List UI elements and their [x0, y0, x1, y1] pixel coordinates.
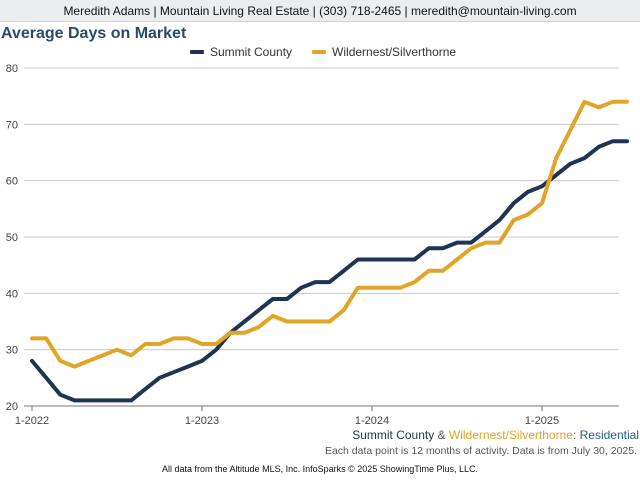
data-note: Each data point is 12 months of activity… — [324, 445, 637, 457]
caption-wildernest: Wildernest/Silverthorne — [448, 428, 573, 442]
chart-title: Average Days on Market — [1, 25, 187, 42]
y-tick-label: 50 — [6, 232, 18, 244]
legend-item-wildernest: Wildernest/Silverthorne — [312, 45, 456, 59]
y-tick-label: 40 — [6, 288, 18, 300]
legend-item-summit: Summit County — [190, 45, 292, 59]
footer-credit: All data from the Altitude MLS, Inc. Inf… — [162, 464, 478, 474]
caption-amp: & — [434, 428, 449, 442]
caption-colon: : — [572, 428, 580, 442]
y-tick-label: 30 — [6, 345, 18, 357]
legend-swatch-wildernest — [312, 50, 327, 54]
legend-label-wildernest: Wildernest/Silverthorne — [332, 45, 457, 59]
series-line-wildernest — [30, 99, 629, 369]
caption-residential: Residential — [579, 428, 639, 442]
x-tick-label: 1-2025 — [525, 415, 559, 427]
legend-label-summit: Summit County — [210, 45, 293, 59]
chart-caption: Summit County & Wildernest/Silverthorne:… — [352, 428, 639, 442]
x-tick-label: 1-2024 — [355, 415, 389, 427]
x-tick-label: 1-2023 — [185, 415, 219, 427]
y-tick-label: 80 — [6, 63, 18, 75]
x-tick-label: 1-2022 — [15, 415, 49, 427]
contact-text: Meredith Adams | Mountain Living Real Es… — [63, 3, 577, 18]
y-tick-label: 20 — [6, 401, 18, 413]
caption-summit: Summit County — [352, 428, 435, 442]
y-tick-label: 60 — [6, 176, 18, 188]
chart-legend: Summit County Wildernest/Silverthorne — [190, 45, 476, 59]
series-line-summit — [30, 139, 629, 403]
contact-bar: Meredith Adams | Mountain Living Real Es… — [0, 0, 640, 22]
y-tick-label: 70 — [6, 119, 18, 131]
legend-swatch-summit — [190, 50, 204, 54]
